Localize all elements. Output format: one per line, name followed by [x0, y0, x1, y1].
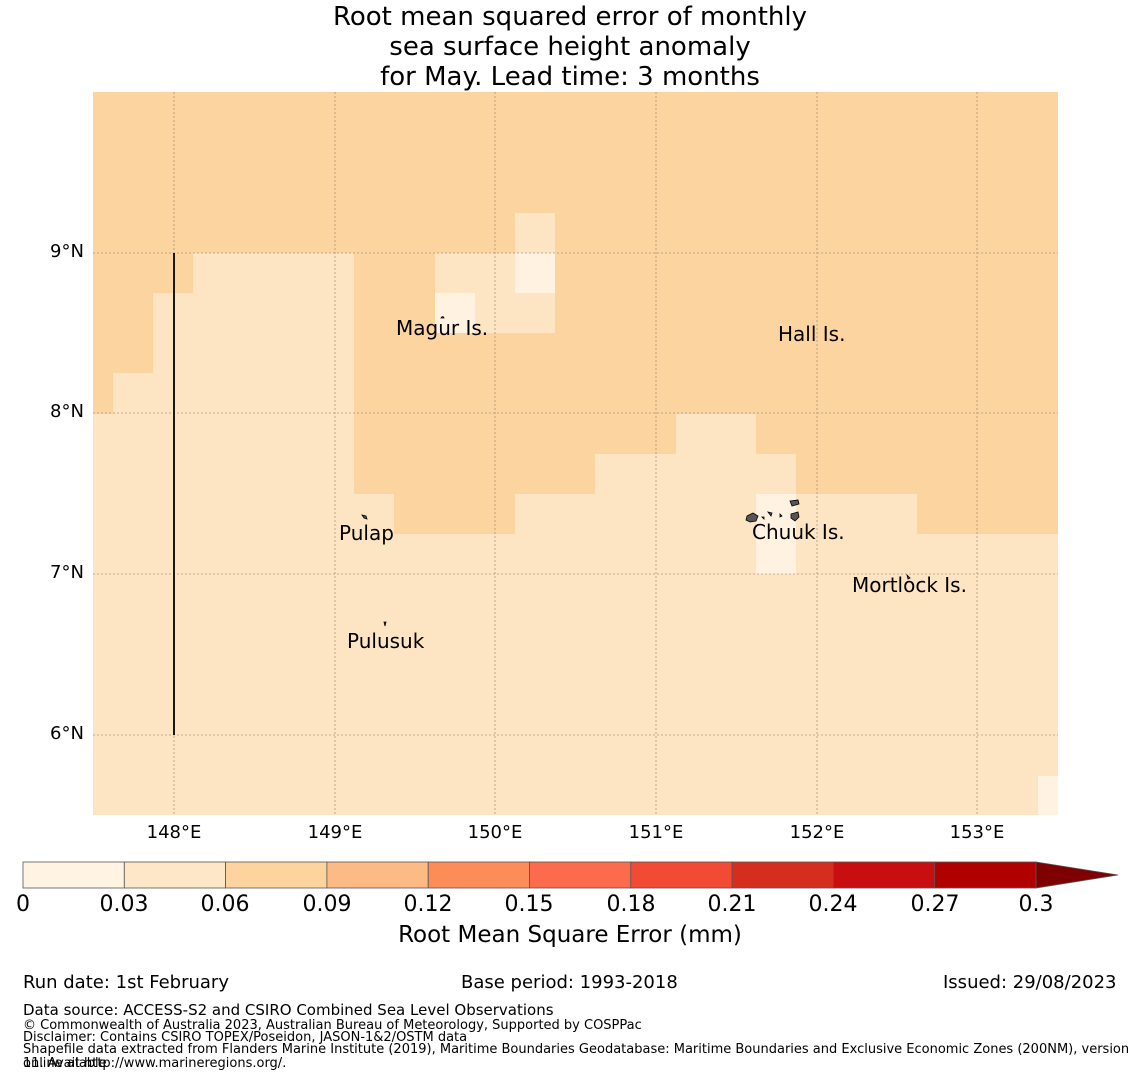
colorbar-segment-5 — [529, 861, 632, 889]
colorbar-segment-1 — [123, 861, 227, 889]
pulusuk-island — [383, 621, 387, 627]
colorbar-tick-0.24: 0.24 — [808, 892, 858, 917]
lat-label-7n: 7°N — [50, 562, 84, 583]
colorbar-segment-7 — [731, 861, 834, 889]
colorbar-segment-4 — [427, 861, 530, 889]
lon-label-149e: 149°E — [307, 822, 363, 843]
title-line-3: for May. Lead time: 3 months — [380, 62, 760, 92]
lon-label-151e: 151°E — [628, 822, 684, 843]
colorbar-tick-0.09: 0.09 — [302, 892, 352, 917]
disclaimer: Disclaimer: Contains CSIRO TOPEX/Poseido… — [23, 1030, 468, 1045]
place-label-hall: Hall Is. — [778, 322, 846, 346]
chuuk-island-6 — [779, 513, 783, 518]
colorbar-segment-6 — [630, 861, 733, 889]
island-shapes — [361, 316, 911, 627]
run-date: Run date: 1st February — [23, 972, 229, 993]
rmse-patch-lightest-4 — [1038, 776, 1058, 815]
chuuk-island-5 — [761, 516, 765, 520]
colorbar-segment-9 — [934, 861, 1037, 889]
colorbar-label: Root Mean Square Error (mm) — [398, 922, 742, 948]
place-label-chuuk: Chuuk Is. — [752, 520, 845, 544]
shapefile-credit-line-2: online at http://www.marineregions.org/. — [23, 1056, 287, 1071]
place-label-magur: Magur Is. — [396, 316, 489, 340]
rmse-patch-lightest-3 — [756, 494, 796, 574]
colorbar-tick-0.12: 0.12 — [403, 892, 453, 917]
colorbar-tick-0.15: 0.15 — [504, 892, 554, 917]
mortlock-island — [906, 573, 911, 580]
chart-title: Root mean squared error of monthly sea s… — [0, 2, 1140, 92]
rmse-region-high — [93, 92, 1058, 534]
chuuk-island-3 — [789, 499, 800, 507]
pulap-island — [361, 514, 368, 520]
colorbar — [22, 861, 1119, 889]
title-line-2: sea surface height anomaly — [389, 32, 751, 62]
copyright-notice: © Commonwealth of Australia 2023, Austra… — [23, 1018, 642, 1033]
lon-label-153e: 153°E — [949, 822, 1005, 843]
issued-date: Issued: 29/08/2023 — [943, 972, 1117, 993]
colorbar-segment-0 — [22, 861, 125, 889]
magur-island — [440, 316, 445, 319]
lat-label-6n: 6°N — [50, 723, 84, 744]
colorbar-tick-0.27: 0.27 — [910, 892, 960, 917]
colorbar-tick-0.18: 0.18 — [606, 892, 656, 917]
place-label-pulap: Pulap — [339, 521, 394, 545]
colorbar-segment-2 — [225, 861, 328, 889]
lat-label-8n: 8°N — [50, 401, 84, 422]
lon-label-150e: 150°E — [467, 822, 523, 843]
colorbar-tick-0: 0 — [16, 892, 30, 917]
lon-label-152e: 152°E — [789, 822, 845, 843]
rmse-patch-lightest-1 — [515, 253, 555, 293]
rmse-patch-lightest-2 — [435, 293, 475, 333]
place-label-mortlock: Mortlock Is. — [852, 573, 967, 597]
colorbar-tick-0.06: 0.06 — [200, 892, 250, 917]
chuuk-island-4 — [790, 511, 800, 522]
data-source: Data source: ACCESS-S2 and CSIRO Combine… — [23, 1001, 554, 1019]
title-line-1: Root mean squared error of monthly — [332, 2, 808, 32]
colorbar-tick-0.3: 0.3 — [1018, 892, 1054, 917]
colorbar-tick-0.21: 0.21 — [707, 892, 757, 917]
lat-label-9n: 9°N — [50, 241, 84, 262]
place-label-pulusuk: Pulusuk — [347, 629, 425, 653]
base-period: Base period: 1993-2018 — [461, 972, 678, 993]
colorbar-extend-arrow — [1035, 861, 1119, 889]
gridlines — [93, 92, 1058, 815]
chuuk-island-1 — [745, 512, 759, 523]
rmse-patch-north — [515, 213, 555, 253]
lon-label-148e: 148°E — [146, 822, 202, 843]
colorbar-segment-3 — [326, 861, 429, 889]
colorbar-tick-0.03: 0.03 — [99, 892, 149, 917]
chuuk-island-2 — [767, 511, 773, 517]
colorbar-segment-8 — [833, 861, 936, 889]
shapefile-credit-line-1: Shapefile data extracted from Flanders M… — [23, 1042, 1130, 1071]
